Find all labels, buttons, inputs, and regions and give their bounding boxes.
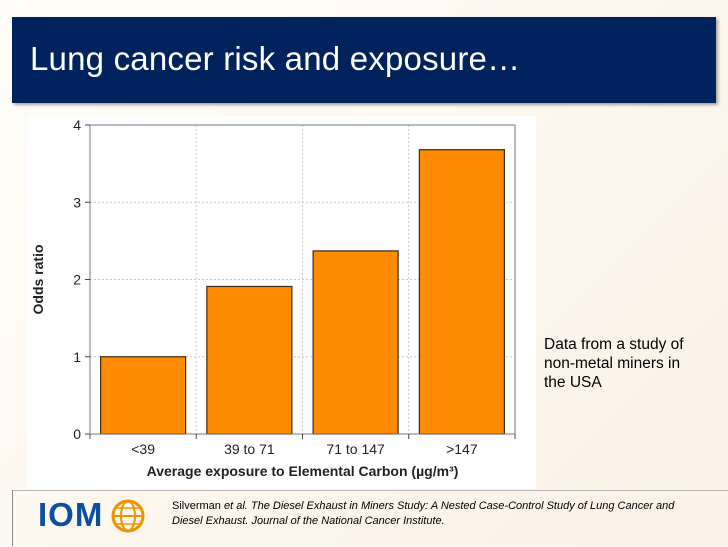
- bar: [418, 149, 505, 435]
- slide-title: Lung cancer risk and exposure…: [30, 40, 521, 77]
- bar-chart: 0 1 2 3 4 <39 39 to 71 71 to 147 >147 Average exp…: [30, 117, 516, 479]
- citation: Silverman et al. The Diesel Exhaust in M…: [172, 499, 692, 529]
- footer-divider: [12, 490, 13, 546]
- y-tick-label: 1: [73, 349, 81, 365]
- iom-logo: IOM: [38, 492, 158, 538]
- globe-icon: [111, 499, 145, 533]
- x-tick-label: <39: [131, 441, 155, 457]
- y-tick-label: 2: [73, 272, 81, 288]
- chart-panel: 0 1 2 3 4 <39 39 to 71 71 to 147 >147 Average exp…: [27, 116, 536, 489]
- footer-bar: [12, 490, 728, 547]
- y-axis-label: Odds ratio: [30, 244, 46, 314]
- citation-text: The Diesel Exhaust in Miners Study: A Ne…: [172, 500, 675, 527]
- title-bar: [12, 17, 716, 103]
- x-axis-label: Average exposure to Elemental Carbon (µg…: [147, 463, 459, 479]
- citation-etal: et al.: [223, 500, 248, 512]
- citation-author: Silverman: [172, 500, 224, 512]
- x-tick-label: >147: [446, 441, 478, 457]
- side-note: Data from a study of non-metal miners in…: [544, 336, 684, 391]
- bar: [312, 250, 399, 435]
- bar: [206, 285, 293, 435]
- logo-text: IOM: [38, 496, 104, 533]
- y-tick-label: 3: [73, 194, 81, 210]
- y-tick-label: 0: [73, 426, 81, 442]
- x-tick-label: 39 to 71: [224, 441, 275, 457]
- bar: [100, 356, 187, 435]
- x-tick-label: 71 to 147: [326, 441, 385, 457]
- y-tick-label: 4: [73, 117, 81, 133]
